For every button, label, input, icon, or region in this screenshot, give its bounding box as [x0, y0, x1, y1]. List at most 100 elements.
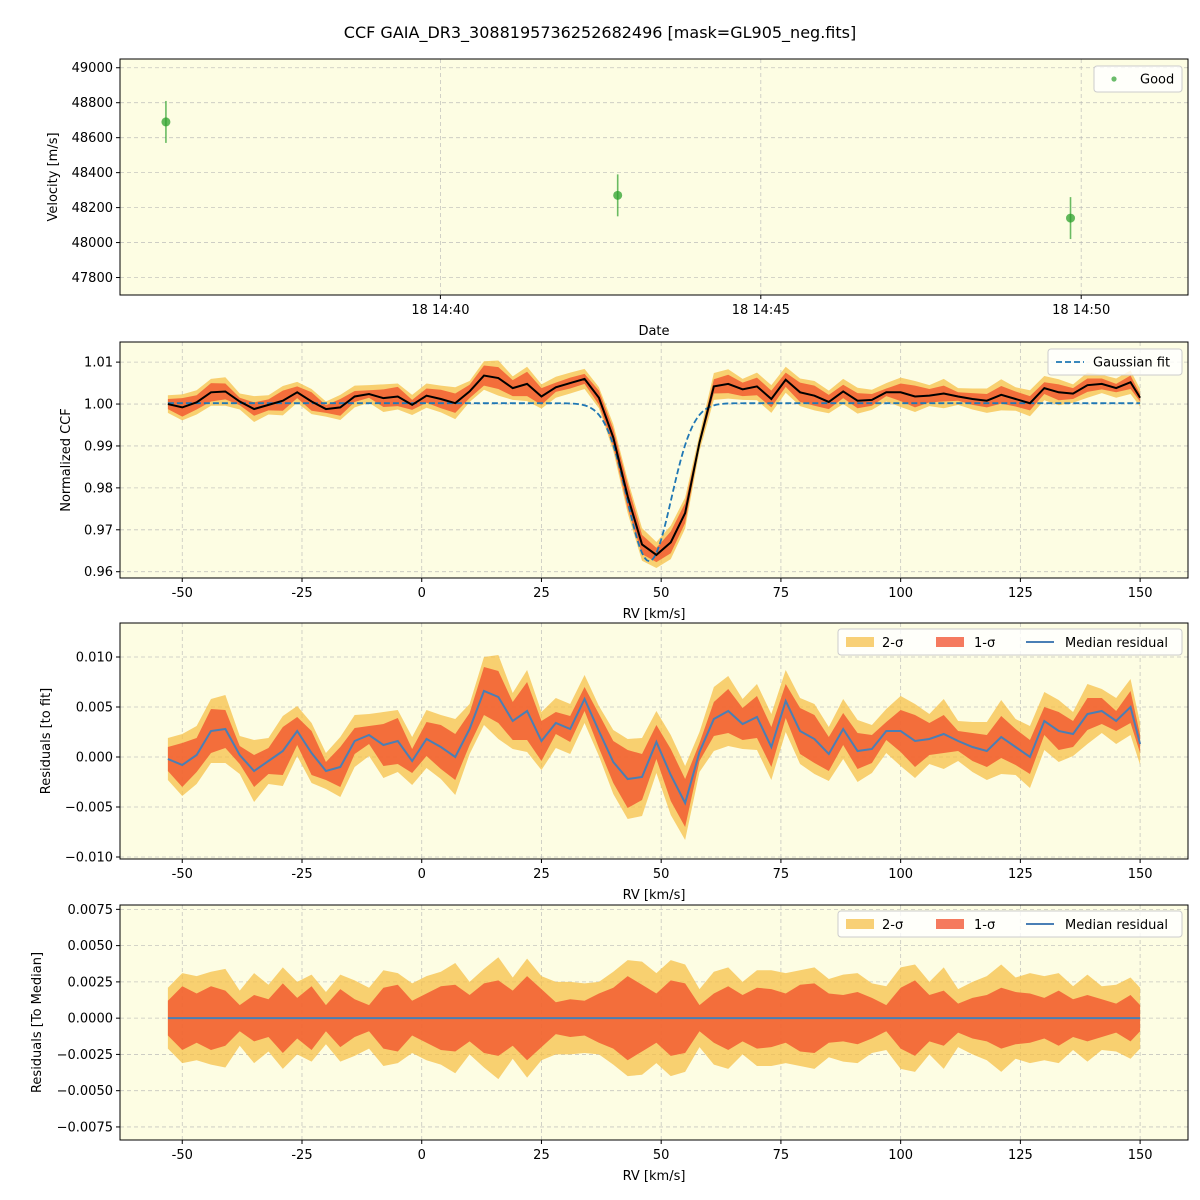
x-tick-label: 150: [1128, 867, 1153, 882]
legend-box: [1047, 348, 1183, 376]
ccf-median-line: [167, 374, 1141, 557]
y-tick-label: 48800: [72, 96, 113, 111]
y-tick-label: 0.98: [84, 481, 113, 496]
y-axis-label: Normalized CCF: [59, 408, 74, 512]
y-axis-label: Velocity [m/s]: [46, 132, 61, 221]
x-tick-label: -50: [172, 586, 193, 601]
legend-box: [1093, 65, 1183, 93]
x-tick-label: 18 14:40: [411, 303, 469, 318]
y-tick-label: 48600: [72, 131, 113, 146]
grid: [120, 342, 1188, 578]
y-tick-label: −0.0025: [57, 1048, 113, 1063]
y-tick-label: 48400: [72, 166, 113, 181]
x-axis-label: RV [km/s]: [623, 1169, 686, 1184]
legend-median-label: Median residual: [1065, 918, 1168, 933]
x-tick-label: 25: [533, 1148, 550, 1163]
axes-frame: [119, 341, 1189, 579]
velocity-point: [1066, 213, 1076, 223]
legend-2-sigma-label: 2-σ: [882, 636, 903, 651]
legend-2-sigma-label: 2-σ: [882, 918, 903, 933]
legend-gaussian-label: Gaussian fit: [1093, 356, 1170, 371]
x-axis-label: Date: [638, 324, 669, 339]
x-tick-label: 75: [773, 586, 790, 601]
x-tick-label: 0: [418, 1148, 426, 1163]
velocity-point: [613, 190, 623, 200]
legend-1-sigma-label: 1-σ: [974, 636, 995, 651]
x-axis-label: RV [km/s]: [623, 607, 686, 622]
x-tick-label: -25: [291, 586, 312, 601]
x-tick-label: 18 14:50: [1052, 303, 1110, 318]
legend-2-sigma-swatch: [846, 637, 874, 647]
y-axis-label: Residuals [To Median]: [30, 952, 45, 1093]
x-tick-label: -25: [291, 867, 312, 882]
median-residual-line: [167, 689, 1142, 806]
y-tick-label: 0.0075: [68, 903, 114, 918]
y-tick-label: 0.97: [84, 523, 113, 538]
y-tick-label: 1.01: [84, 356, 113, 371]
y-tick-label: 0.0025: [68, 975, 114, 990]
legend-1-sigma-swatch: [936, 919, 964, 929]
ccf-panel: -50 -25 0 25 50 75 100 125 150 0.96 0.97 0.98 0.99 1.…: [59, 341, 1189, 622]
band-2-sigma: [167, 360, 1141, 568]
x-tick-label: 150: [1128, 1148, 1153, 1163]
x-tick-label: 50: [653, 586, 670, 601]
y-tick-label: 0.96: [84, 565, 113, 580]
grid: [120, 59, 1188, 295]
legend-median-label: Median residual: [1065, 636, 1168, 651]
x-tick-label: 150: [1128, 586, 1153, 601]
x-axis-label: RV [km/s]: [623, 888, 686, 903]
residual-to-fit-panel: -50 -25 0 25 50 75 100 125 150 −0.010 −0.005 0.000 0…: [39, 622, 1189, 903]
y-tick-label: 49000: [72, 61, 113, 76]
legend-1-sigma-swatch: [936, 637, 964, 647]
velocity-panel: 18 14:40 18 14:45 18 14:50 47800 48000 48200 4…: [46, 58, 1189, 339]
x-tick-label: 0: [418, 867, 426, 882]
y-tick-label: −0.0050: [57, 1084, 113, 1099]
x-tick-label: 75: [773, 1148, 790, 1163]
legend-good-label: Good: [1140, 73, 1174, 88]
x-tick-label: 125: [1008, 1148, 1033, 1163]
x-tick-label: 25: [533, 867, 550, 882]
legend-box: [837, 910, 1183, 938]
y-tick-label: 48200: [72, 201, 113, 216]
y-tick-label: 1.00: [84, 398, 113, 413]
y-tick-label: −0.0075: [57, 1120, 113, 1135]
figure-title: CCF GAIA_DR3_3088195736252682496 [mask=G…: [344, 23, 856, 43]
x-tick-label: 25: [533, 586, 550, 601]
legend-good-marker: [1111, 76, 1117, 82]
axes-frame: [119, 622, 1189, 860]
y-tick-label: 47800: [72, 271, 113, 286]
y-tick-label: 0.0000: [68, 1012, 114, 1027]
y-tick-label: −0.010: [65, 851, 113, 866]
x-tick-label: 50: [653, 867, 670, 882]
residual-to-median-panel: -50 -25 0 25 50 75 100 125 150 −0.0075 −0.0050 −0.0…: [30, 903, 1189, 1184]
y-axis-label: Residuals [to fit]: [39, 688, 54, 794]
x-tick-label: 75: [773, 867, 790, 882]
x-tick-label: -25: [291, 1148, 312, 1163]
legend-1-sigma-label: 1-σ: [974, 918, 995, 933]
legend-box: [837, 628, 1183, 656]
axes-frame: [119, 58, 1189, 296]
y-tick-label: 0.000: [76, 751, 113, 766]
x-tick-label: 100: [888, 1148, 913, 1163]
plot-area: [120, 342, 1188, 578]
gaussian-fit-line: [167, 402, 1141, 563]
x-tick-label: -50: [172, 1148, 193, 1163]
band-1-sigma: [167, 365, 1141, 563]
legend-2-sigma-swatch: [846, 919, 874, 929]
y-tick-label: 0.99: [84, 439, 113, 454]
x-tick-label: 50: [653, 1148, 670, 1163]
y-tick-label: 48000: [72, 236, 113, 251]
x-tick-label: 100: [888, 586, 913, 601]
y-tick-label: 0.005: [76, 701, 113, 716]
x-tick-label: 125: [1008, 586, 1033, 601]
y-tick-label: −0.005: [65, 801, 113, 816]
y-tick-label: 0.010: [76, 651, 113, 666]
x-tick-label: 125: [1008, 867, 1033, 882]
axes-frame: [119, 904, 1189, 1141]
x-tick-label: 100: [888, 867, 913, 882]
x-tick-label: 18 14:45: [732, 303, 790, 318]
velocity-point: [161, 117, 171, 127]
x-tick-label: 0: [418, 586, 426, 601]
x-tick-label: -50: [172, 867, 193, 882]
